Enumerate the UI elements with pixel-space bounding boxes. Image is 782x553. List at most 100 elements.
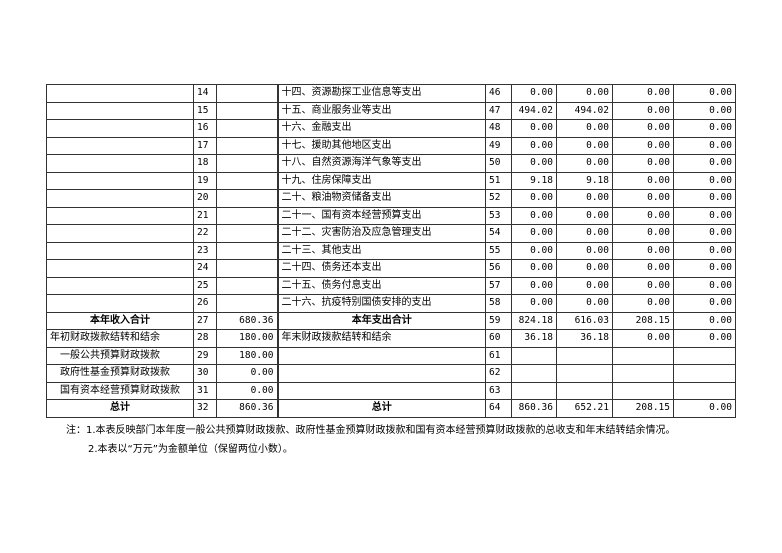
- cell-c-1: 0.00: [556, 206, 613, 225]
- cell-c-0: [511, 364, 557, 383]
- cell-c-2: 0.00: [612, 101, 674, 120]
- cell-l: [46, 84, 194, 103]
- cell-c-0: 494.02: [511, 101, 557, 120]
- cell-rn: 60: [485, 329, 512, 348]
- cell-l: [46, 206, 194, 225]
- budget-table: 14 十四、资源勘探工业信息等支出 46 0.00 0.00 0.00 0.00 15 十五、商…: [46, 84, 736, 418]
- cell-c-0: [511, 346, 557, 365]
- cell-rn: 59: [485, 311, 512, 330]
- cell-lv: [216, 171, 278, 190]
- cell-c-2: 208.15: [612, 399, 674, 418]
- cell-lv: [216, 259, 278, 278]
- cell-lv: [216, 276, 278, 295]
- cell-l: 政府性基金预算财政拨款: [46, 364, 194, 383]
- cell-l: [46, 101, 194, 120]
- cell-l: [46, 189, 194, 208]
- cell-c-0: 0.00: [511, 241, 557, 260]
- cell-c-0: 0.00: [511, 119, 557, 138]
- cell-r: 二十四、债务还本支出: [276, 259, 486, 278]
- cell-lv: [216, 154, 278, 173]
- cell-lv: [216, 101, 278, 120]
- cell-rn: 50: [485, 154, 512, 173]
- cell-r: [276, 364, 486, 383]
- cell-c-1: 0.00: [556, 84, 613, 103]
- cell-c-2: [612, 364, 674, 383]
- cell-l: [46, 259, 194, 278]
- cell-lv: [216, 136, 278, 155]
- cell-r: 十六、金融支出: [276, 119, 486, 138]
- cell-rn: 56: [485, 259, 512, 278]
- cell-lv: [216, 294, 278, 313]
- table-row: 国有资本经营预算财政拨款 31 0.00 63: [46, 381, 736, 400]
- cell-rn: 61: [485, 346, 512, 365]
- cell-c-3: 0.00: [673, 241, 736, 260]
- cell-r: 二十五、债务付息支出: [276, 276, 486, 295]
- note-1: 注：1.本表反映部门本年度一般公共预算财政拨款、政府性基金预算财政拨款和国有资本…: [66, 425, 676, 436]
- cell-r: 十九、住房保障支出: [276, 171, 486, 190]
- cell-c-2: 0.00: [612, 84, 674, 103]
- table-row: 26 二十六、抗疫特别国债安排的支出 58 0.00 0.00 0.00 0.00: [46, 294, 736, 313]
- cell-c-2: [612, 346, 674, 365]
- cell-ln: 17: [193, 136, 217, 155]
- cell-rn: 58: [485, 294, 512, 313]
- cell-ln: 27: [193, 311, 217, 330]
- cell-r: 总计: [276, 399, 486, 418]
- note-2: 2.本表以“万元”为金额单位（保留两位小数）。: [88, 444, 293, 455]
- cell-rn: 54: [485, 224, 512, 243]
- cell-c-0: 0.00: [511, 189, 557, 208]
- cell-c-3: 0.00: [673, 224, 736, 243]
- cell-c-3: 0.00: [673, 206, 736, 225]
- cell-c-2: 0.00: [612, 241, 674, 260]
- table-row: 19 十九、住房保障支出 51 9.18 9.18 0.00 0.00: [46, 171, 736, 190]
- cell-c-1: 616.03: [556, 311, 613, 330]
- table-row: 14 十四、资源勘探工业信息等支出 46 0.00 0.00 0.00 0.00: [46, 84, 736, 103]
- cell-c-2: 0.00: [612, 206, 674, 225]
- cell-l: [46, 224, 194, 243]
- cell-l: [46, 294, 194, 313]
- cell-lv: 180.00: [216, 329, 278, 348]
- cell-ln: 23: [193, 241, 217, 260]
- cell-ln: 20: [193, 189, 217, 208]
- cell-c-0: 0.00: [511, 206, 557, 225]
- cell-c-2: 0.00: [612, 136, 674, 155]
- cell-c-1: 9.18: [556, 171, 613, 190]
- cell-l: 本年收入合计: [46, 311, 194, 330]
- cell-c-3: [673, 364, 736, 383]
- cell-c-3: 0.00: [673, 399, 736, 418]
- cell-c-3: 0.00: [673, 101, 736, 120]
- cell-c-2: [612, 381, 674, 400]
- cell-c-2: 0.00: [612, 171, 674, 190]
- cell-l: [46, 119, 194, 138]
- cell-r: 二十六、抗疫特别国债安排的支出: [276, 294, 486, 313]
- cell-c-1: 0.00: [556, 241, 613, 260]
- cell-ln: 25: [193, 276, 217, 295]
- cell-l: [46, 241, 194, 260]
- cell-c-1: 0.00: [556, 259, 613, 278]
- table-row: 25 二十五、债务付息支出 57 0.00 0.00 0.00 0.00: [46, 276, 736, 295]
- cell-c-3: 0.00: [673, 189, 736, 208]
- cell-rn: 49: [485, 136, 512, 155]
- cell-ln: 31: [193, 381, 217, 400]
- cell-r: 二十一、国有资本经营预算支出: [276, 206, 486, 225]
- cell-c-3: 0.00: [673, 311, 736, 330]
- cell-ln: 19: [193, 171, 217, 190]
- cell-c-0: 0.00: [511, 259, 557, 278]
- cell-lv: 680.36: [216, 311, 278, 330]
- cell-r: [276, 346, 486, 365]
- cell-c-3: 0.00: [673, 171, 736, 190]
- cell-r: 二十二、灾害防治及应急管理支出: [276, 224, 486, 243]
- cell-r: 二十、粮油物资储备支出: [276, 189, 486, 208]
- cell-c-0: 36.18: [511, 329, 557, 348]
- cell-l: 一般公共预算财政拨款: [46, 346, 194, 365]
- table-row: 总计 32 860.36 总计 64 860.36 652.21 208.15 0.00: [46, 399, 736, 418]
- cell-c-0: 0.00: [511, 136, 557, 155]
- cell-ln: 24: [193, 259, 217, 278]
- cell-r: 十八、自然资源海洋气象等支出: [276, 154, 486, 173]
- cell-c-3: 0.00: [673, 84, 736, 103]
- cell-rn: 47: [485, 101, 512, 120]
- cell-l: [46, 276, 194, 295]
- cell-ln: 18: [193, 154, 217, 173]
- cell-ln: 16: [193, 119, 217, 138]
- cell-r: 十七、援助其他地区支出: [276, 136, 486, 155]
- cell-c-3: 0.00: [673, 154, 736, 173]
